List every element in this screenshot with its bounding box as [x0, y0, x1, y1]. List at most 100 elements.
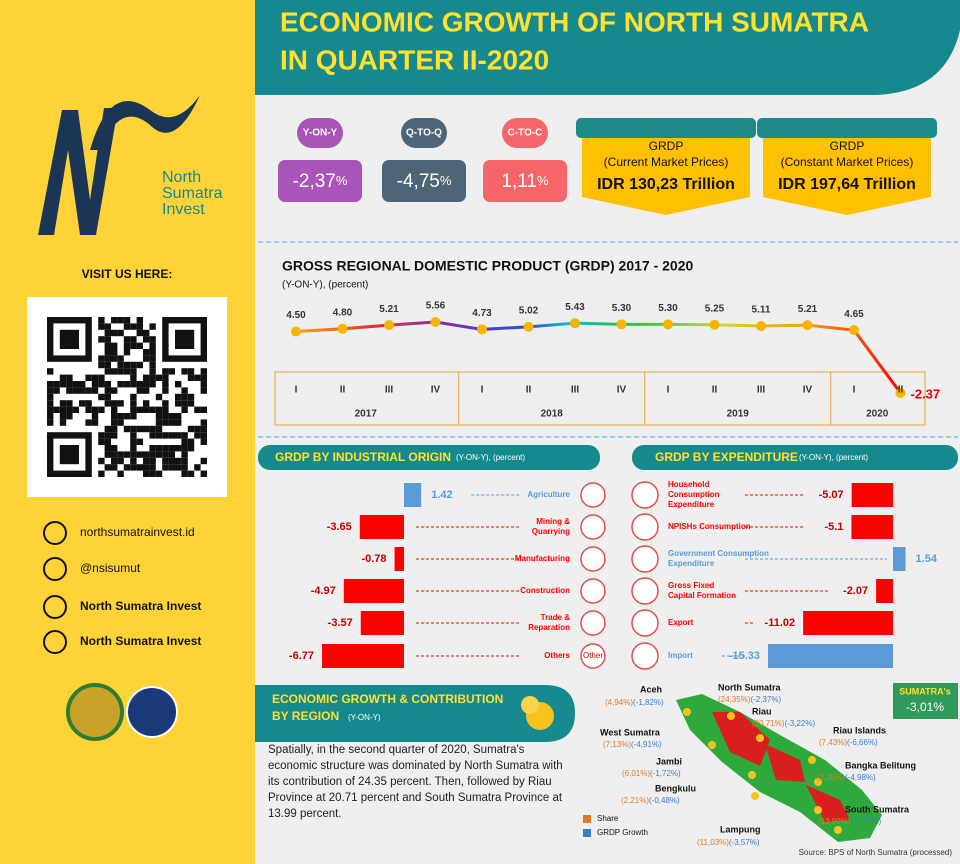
indicator-pill: [502, 118, 548, 148]
logo-name: Invest: [162, 201, 205, 218]
province-dot: [814, 806, 822, 814]
qr-cell: [98, 406, 105, 413]
qr-cell: [130, 406, 137, 413]
qr-cell: [111, 432, 118, 439]
category-icon: [580, 610, 606, 636]
value-label: -2.07: [843, 585, 868, 597]
point: [523, 321, 534, 332]
point: [849, 325, 859, 336]
indicator-label: C-TO-C: [508, 128, 543, 139]
section-title: GRDP BY INDUSTRIAL ORIGIN: [275, 450, 451, 464]
x-tick-label: I: [853, 385, 856, 396]
qr-cell: [111, 406, 118, 413]
qr-cell: [66, 413, 73, 420]
qr-cell: [162, 451, 169, 458]
qr-cell: [123, 368, 131, 375]
qr-cell: [168, 451, 175, 458]
province-name: Aceh: [640, 684, 662, 694]
category-label: Expenditure: [668, 559, 715, 568]
qr-cell: [149, 464, 156, 471]
qr-cell: [130, 432, 137, 439]
bank-emblem: [126, 686, 178, 738]
qr-cell: [130, 393, 137, 401]
indicator-pill: [401, 118, 447, 148]
emblem: [66, 683, 124, 741]
qr-cell: [91, 419, 99, 426]
qr-cell: [155, 393, 163, 401]
contact: North Sumatra Invest: [80, 599, 201, 613]
qr-cell: [155, 445, 163, 452]
qr-cell: [123, 413, 131, 420]
qr-cell: [130, 368, 137, 375]
qr-cell: [130, 425, 137, 433]
qr-cell: [130, 336, 137, 343]
x-tick-label: IV: [803, 385, 813, 396]
qr-cell: [72, 387, 79, 394]
qr-cell: [111, 457, 118, 465]
qr-cell: [111, 349, 118, 356]
province-share: (24,35%): [718, 695, 751, 704]
province-values: (2,21%)(-0,48%): [621, 796, 680, 805]
province-growth: (-4,91%): [631, 740, 662, 749]
qr-cell: [200, 374, 207, 381]
category-label: Trade &: [541, 613, 571, 622]
qr-cell: [66, 374, 73, 381]
indicator-box: [483, 160, 567, 202]
qr-cell: [143, 329, 150, 337]
qr-cell: [149, 368, 156, 375]
qr-cell: [117, 368, 124, 375]
qr-cell: [117, 413, 124, 420]
qr-cell: [130, 451, 137, 458]
province-name: North Sumatra: [718, 682, 782, 692]
total-box: [893, 683, 958, 719]
value-label: -6.77: [289, 650, 314, 662]
province-share: (4,94%): [605, 698, 633, 707]
qr-cell: [104, 361, 111, 369]
province-values: (11,03%)(-3,57%): [697, 838, 760, 847]
qr-cell: [143, 381, 150, 388]
category-icon: [631, 513, 659, 541]
qr-cell: [111, 329, 118, 337]
province-dot: [751, 792, 759, 800]
qr-cell: [181, 470, 188, 477]
province-name: Jambi: [656, 756, 682, 766]
value-label: 5.25: [705, 303, 725, 314]
x-tick-label: I: [667, 385, 670, 396]
qr-cell: [111, 355, 118, 362]
qr-cell: [187, 438, 195, 445]
category-icon: [580, 546, 606, 572]
qr-cell: [117, 361, 124, 369]
value-label: 5.21: [379, 304, 399, 315]
qr-cell: [175, 464, 182, 471]
category-label: Export: [668, 618, 694, 627]
point: [663, 319, 673, 330]
map-region: [806, 785, 850, 822]
value-label: 5.11: [752, 305, 771, 316]
qr-cell: [123, 349, 131, 356]
qr-cell: [98, 317, 105, 324]
value-label: 4.65: [844, 309, 864, 320]
value-label: 5.56: [426, 301, 446, 312]
qr-cell: [117, 457, 124, 465]
category-label: Import: [668, 651, 693, 660]
qr-cell: [66, 400, 73, 407]
value-label: -4.97: [311, 585, 336, 597]
category-icon: [580, 514, 606, 540]
qr-cell: [162, 413, 169, 420]
qr-cell: [194, 425, 201, 433]
section-subtitle: (Y-ON-Y), (percent): [456, 453, 525, 462]
qr-cell: [149, 445, 156, 452]
value-label: -3.65: [327, 521, 352, 533]
qr-cell: [149, 361, 156, 369]
grdp-title: GRDP: [830, 139, 865, 153]
qr-cell: [104, 355, 111, 362]
qr-cell: [149, 451, 156, 458]
x-tick-label: III: [757, 385, 766, 396]
qr-cell: [136, 317, 143, 324]
qr-cell: [200, 457, 207, 465]
qr-cell: [162, 419, 169, 426]
qr-cell: [168, 457, 175, 465]
province-dot: [814, 778, 822, 786]
qr-cell: [194, 432, 201, 439]
qr-cell: [143, 464, 150, 471]
